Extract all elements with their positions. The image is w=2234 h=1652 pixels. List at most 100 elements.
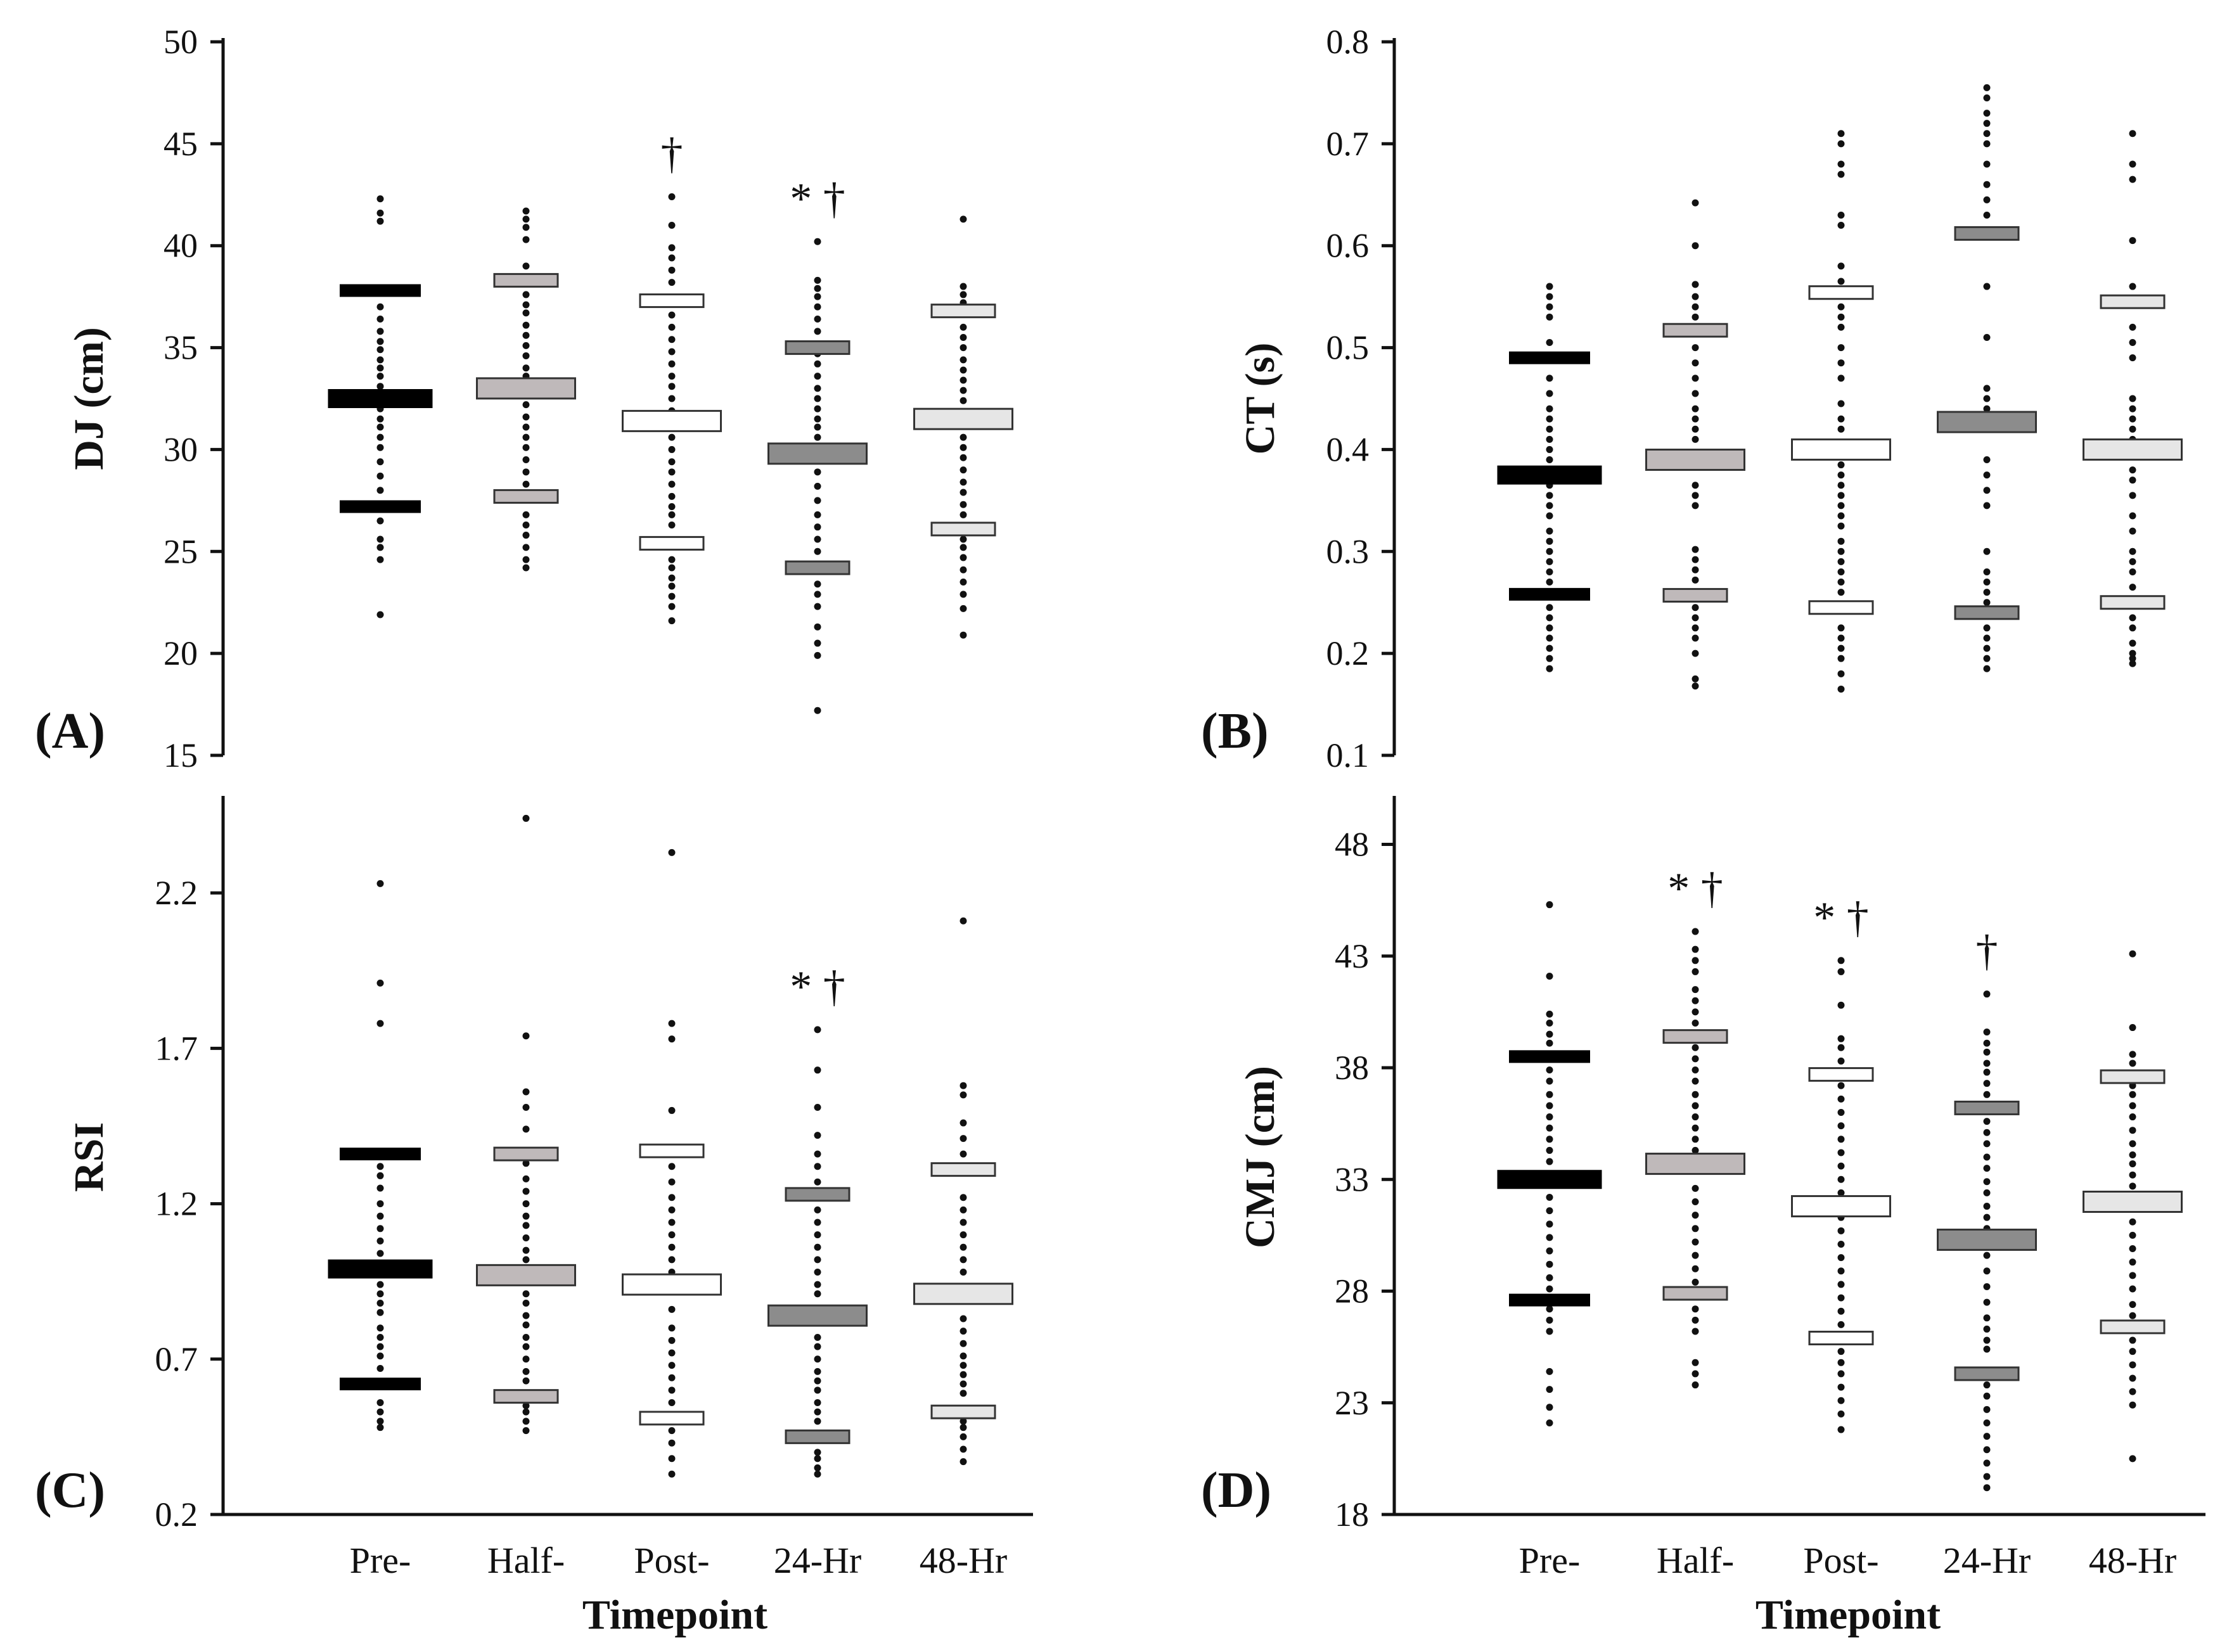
- lower-bound-bar: [340, 500, 421, 513]
- data-point: [1983, 665, 1991, 672]
- data-point: [960, 1433, 967, 1440]
- data-point: [1983, 110, 1991, 117]
- data-point: [668, 1470, 676, 1478]
- lower-bound-bar: [639, 1411, 705, 1426]
- data-point: [1837, 140, 1845, 148]
- data-point: [1692, 1265, 1699, 1272]
- y-tick-label: 45: [164, 125, 198, 163]
- data-point: [1692, 546, 1699, 553]
- data-point: [960, 1390, 967, 1397]
- y-tick-label: 0.7: [155, 1340, 198, 1378]
- data-point: [522, 321, 530, 329]
- lower-bound-bar: [493, 1389, 559, 1404]
- data-point: [960, 283, 967, 290]
- data-point: [376, 328, 384, 335]
- data-point: [376, 535, 384, 543]
- series-pre: [328, 880, 433, 1431]
- data-point: [1983, 1392, 1991, 1400]
- data-point: [2129, 130, 2136, 138]
- data-point: [960, 466, 967, 474]
- lower-bound-bar: [2100, 595, 2166, 610]
- data-point: [1837, 1267, 1845, 1275]
- data-point: [814, 1268, 821, 1276]
- upper-bound-bar: [1808, 285, 1874, 300]
- data-point: [814, 1104, 821, 1111]
- data-point: [522, 1088, 530, 1096]
- data-point: [668, 433, 676, 441]
- data-point: [1546, 579, 1553, 586]
- data-point: [668, 1349, 676, 1357]
- data-point: [1546, 1260, 1553, 1268]
- data-point: [1692, 682, 1699, 690]
- data-point: [814, 1455, 821, 1463]
- data-point: [960, 1445, 967, 1453]
- mean-bar: [328, 1259, 433, 1279]
- data-point: [1837, 222, 1845, 229]
- y-tick-label: 23: [1335, 1384, 1369, 1422]
- data-point: [376, 346, 384, 354]
- data-point: [1983, 1091, 1991, 1098]
- data-point: [1546, 537, 1553, 545]
- data-point: [1837, 1082, 1845, 1089]
- y-tick-label: 30: [164, 430, 198, 468]
- data-point: [1983, 1028, 1991, 1036]
- x-category-label: Pre-: [350, 1540, 411, 1581]
- data-point: [522, 1246, 530, 1254]
- data-point: [814, 547, 821, 555]
- data-point: [1692, 650, 1699, 657]
- data-point: [1692, 1316, 1699, 1324]
- data-point: [960, 1352, 967, 1360]
- data-point: [522, 433, 530, 441]
- data-point: [960, 291, 967, 298]
- data-point: [522, 556, 530, 563]
- series-pre: [1497, 901, 1602, 1426]
- data-point: [668, 556, 676, 563]
- series-post: [622, 848, 722, 1478]
- data-point: [960, 535, 967, 543]
- data-point: [1983, 634, 1991, 642]
- data-point: [1983, 589, 1991, 596]
- y-tick-label: 20: [164, 634, 198, 672]
- data-point: [814, 707, 821, 714]
- data-point: [1546, 527, 1553, 535]
- data-point: [522, 1355, 530, 1363]
- data-point: [376, 544, 384, 551]
- data-point: [1692, 1381, 1699, 1389]
- data-point: [1837, 482, 1845, 489]
- data-point: [2129, 425, 2136, 433]
- data-point: [814, 523, 821, 531]
- data-point: [1983, 1381, 1991, 1389]
- data-point: [2129, 614, 2136, 622]
- data-point: [668, 193, 676, 201]
- mean-bar: [913, 407, 1013, 430]
- data-point: [522, 1222, 530, 1229]
- data-point: [814, 591, 821, 598]
- data-point: [1546, 390, 1553, 397]
- data-point: [668, 1178, 676, 1186]
- data-point: [960, 1219, 967, 1226]
- data-point: [668, 1386, 676, 1394]
- data-point: [1546, 1328, 1553, 1335]
- y-tick-label: 25: [164, 532, 198, 570]
- data-point: [668, 373, 676, 380]
- mean-bar: [622, 409, 722, 432]
- series-pre: [328, 195, 433, 618]
- data-point: [1692, 1091, 1699, 1098]
- data-point: [1692, 1328, 1699, 1335]
- data-point: [960, 1256, 967, 1264]
- data-point: [814, 1343, 821, 1350]
- mean-bar: [622, 1273, 722, 1296]
- data-point: [814, 423, 821, 431]
- data-point: [1546, 604, 1553, 611]
- data-point: [1837, 1162, 1845, 1170]
- data-point: [2129, 1218, 2136, 1226]
- data-point: [668, 1256, 676, 1264]
- data-point: [2129, 1060, 2136, 1067]
- data-point: [1837, 1109, 1845, 1116]
- data-point: [960, 215, 967, 223]
- data-point: [1837, 425, 1845, 433]
- data-point: [960, 591, 967, 598]
- data-point: [2129, 1374, 2136, 1382]
- panel-d: 18 23 28 33 38 43 48 CMJ (cm) (D) Pre- Half- Post- 2…: [1201, 796, 2205, 1581]
- y-tick-label: 0.5: [1326, 329, 1370, 367]
